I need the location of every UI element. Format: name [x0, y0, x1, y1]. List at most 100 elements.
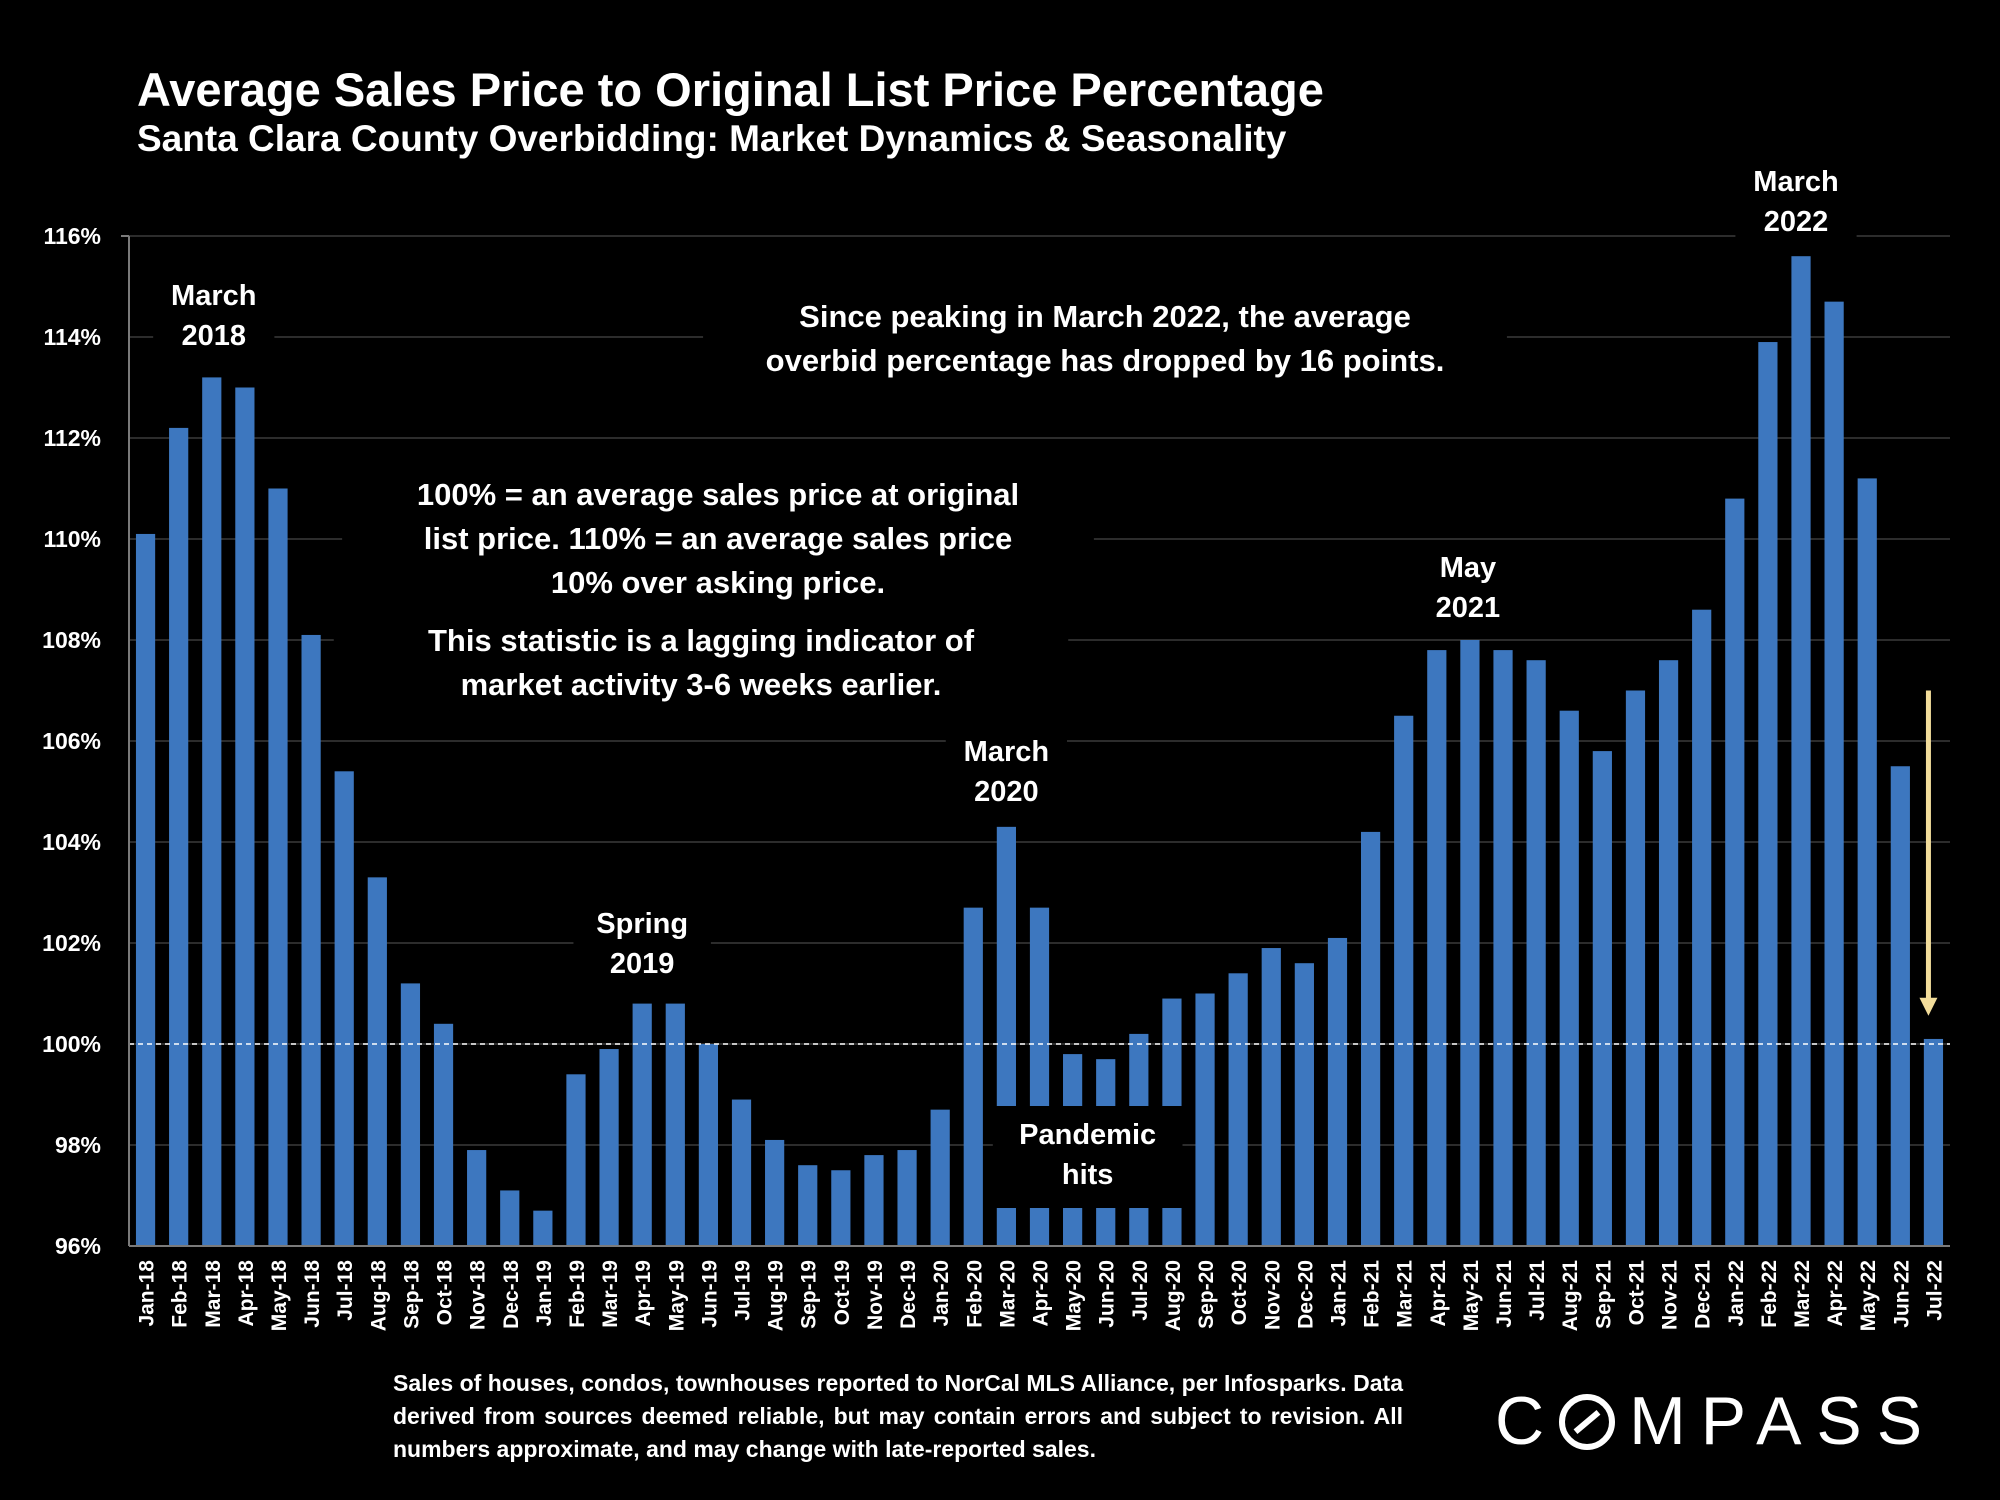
annotation-peak-drop-note: Since peaking in March 2022, the average: [799, 299, 1411, 334]
x-tick-label: Mar-21: [1394, 1260, 1417, 1328]
x-tick-label: Feb-19: [566, 1260, 589, 1328]
bar: [798, 1165, 818, 1246]
bar: [367, 877, 387, 1246]
x-tick-label: May-22: [1857, 1260, 1880, 1331]
bar: [533, 1210, 553, 1246]
x-tick-label: Feb-22: [1758, 1260, 1781, 1328]
x-tick-label: Jul-21: [1526, 1260, 1549, 1321]
annotation-backgrounds: [153, 156, 1857, 1208]
bar: [169, 427, 189, 1246]
x-tick-label: Aug-20: [1162, 1260, 1185, 1331]
bar: [1261, 948, 1281, 1246]
x-tick-label: Jan-21: [1327, 1260, 1350, 1327]
x-tick-label: Jun-19: [698, 1260, 721, 1328]
annotation-background: [333, 614, 1069, 714]
x-tick-label: Apr-19: [632, 1260, 655, 1327]
x-tick-label: May-20: [1063, 1260, 1086, 1331]
bar: [1427, 650, 1447, 1246]
bar: [202, 377, 222, 1246]
annotation-march-2018: 2018: [182, 320, 247, 352]
x-tick-label: Jun-18: [301, 1260, 324, 1328]
x-tick-label: Jun-20: [1096, 1260, 1119, 1328]
logo-letter-c: C: [1495, 1383, 1560, 1459]
x-tick-label: Dec-18: [500, 1260, 523, 1329]
bar: [665, 1003, 685, 1246]
x-tick-label: Dec-19: [897, 1260, 920, 1329]
chart-subtitle: Santa Clara County Overbidding: Market D…: [137, 118, 1287, 159]
x-tick-label: Jun-21: [1493, 1260, 1516, 1328]
bar: [467, 1150, 487, 1246]
annotation-march-2020: 2020: [974, 776, 1039, 808]
x-tick-label: Oct-21: [1625, 1260, 1648, 1326]
x-tick-label: Sep-21: [1592, 1260, 1615, 1329]
x-tick-label: Jul-22: [1923, 1260, 1946, 1321]
bar: [632, 1003, 652, 1246]
bar: [864, 1155, 884, 1246]
x-tick-label: Mar-19: [599, 1260, 622, 1328]
bar: [731, 1099, 752, 1246]
y-tick-label: 110%: [43, 526, 101, 552]
bar: [334, 771, 354, 1246]
annotation-may-2021: 2021: [1436, 592, 1501, 624]
bar: [1228, 973, 1248, 1246]
y-tick-label: 112%: [43, 425, 101, 451]
bar: [1493, 650, 1513, 1246]
annotation-march-2020: March: [964, 736, 1049, 768]
x-tick-label: Apr-22: [1824, 1260, 1847, 1327]
bar: [1460, 640, 1480, 1246]
x-tick-label: Jul-19: [732, 1260, 755, 1321]
bar: [963, 907, 983, 1246]
bar: [1890, 766, 1910, 1246]
bar: [433, 1023, 454, 1246]
chart-title: Average Sales Price to Original List Pri…: [137, 63, 1324, 116]
x-tick-label: May-21: [1460, 1260, 1483, 1332]
pandemic-box: [992, 1106, 1183, 1208]
bar: [235, 387, 255, 1246]
bar: [1923, 1038, 1944, 1246]
bar: [765, 1139, 785, 1246]
y-tick-label: 102%: [42, 930, 101, 956]
bar: [500, 1190, 520, 1246]
bar: [1857, 478, 1877, 1246]
bar: [1195, 993, 1215, 1246]
annotation-background: [1735, 156, 1857, 248]
x-tick-label: Aug-21: [1559, 1260, 1582, 1331]
annotation-background: [703, 290, 1507, 390]
bar: [268, 488, 288, 1246]
x-tick-label: Oct-19: [831, 1260, 854, 1325]
x-tick-label: Sep-18: [400, 1260, 423, 1329]
bar: [1327, 937, 1348, 1246]
y-tick-label: 104%: [42, 829, 101, 855]
x-tick-label: Nov-19: [864, 1260, 887, 1330]
x-tick-label: Feb-20: [963, 1260, 986, 1328]
annotation-march-2018: March: [171, 280, 256, 312]
bar: [930, 1109, 950, 1246]
annotations: March 2018 Spring 2019 March 2020 May 2021 March…: [171, 166, 1938, 1191]
x-tick-label: Aug-18: [367, 1260, 390, 1331]
y-tick-label: 108%: [42, 627, 101, 653]
bars: [135, 256, 1944, 1247]
bar: [897, 1150, 917, 1246]
x-tick-label: Sep-20: [1195, 1260, 1218, 1329]
annotation-lagging-note: market activity 3-6 weeks earlier.: [461, 667, 942, 702]
x-tick-label: Jun-22: [1890, 1260, 1913, 1328]
annotation-spring-2019: 2019: [610, 948, 675, 980]
bar: [1625, 690, 1646, 1246]
annotation-background: [573, 898, 711, 990]
x-tick-label: Dec-20: [1294, 1260, 1317, 1329]
bar: [400, 983, 421, 1246]
y-tick-label: 106%: [42, 728, 101, 754]
bar: [1758, 342, 1778, 1246]
x-tick-label: Mar-20: [996, 1260, 1019, 1328]
compass-o-icon: [1559, 1394, 1616, 1450]
logo-letters-mpass: MPASS: [1629, 1383, 1938, 1459]
annotation-may-2021: May: [1440, 552, 1496, 584]
bar: [1658, 660, 1679, 1246]
annotation-definition-note: list price. 110% = an average sales pric…: [424, 521, 1013, 556]
annotation-march-2022: March: [1753, 166, 1838, 198]
x-tick-label: May-18: [268, 1260, 291, 1332]
x-tick-label: Feb-18: [169, 1260, 192, 1328]
annotation-lagging-note: This statistic is a lagging indicator of: [428, 623, 975, 658]
annotation-pandemic-hits: Pandemic: [1019, 1119, 1156, 1151]
